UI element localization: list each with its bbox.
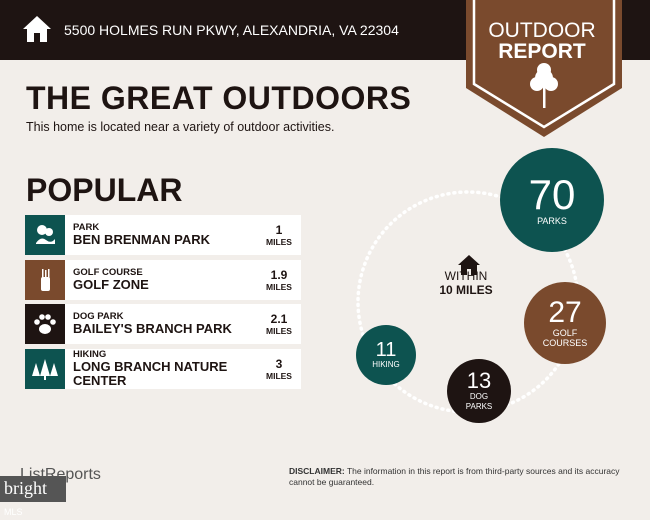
list-item[interactable]: DOG PARK BAILEY'S BRANCH PARK 2.1 MILES [25,304,301,344]
item-category: PARK [73,222,100,233]
page-subtitle: This home is located near a variety of o… [26,120,335,134]
house-icon [458,255,480,275]
disclaimer: DISCLAIMER: The information in this repo… [289,466,620,487]
paw-icon [25,304,65,344]
page-title: THE GREAT OUTDOORS [26,80,412,116]
within-label: WITHIN 10 MILES [439,269,493,297]
address: 5500 HOLMES RUN PKWY, ALEXANDRIA, VA 223… [64,22,399,38]
outdoor-report-badge [466,0,622,137]
tree-icon [530,63,558,108]
list-item[interactable]: PARK BEN BRENMAN PARK 1 MILES [25,215,301,255]
item-name: LONG BRANCH NATURE CENTER [73,359,228,388]
item-unit: MILES [266,236,292,247]
item-name: GOLF ZONE [73,277,149,292]
golf-bag-icon [25,260,65,300]
item-unit: MILES [266,370,292,381]
park-icon [25,215,65,255]
item-distance: 2.1 [270,311,288,326]
item-distance: 3 [275,356,283,371]
item-unit: MILES [266,281,292,292]
item-distance: 1 [275,222,283,237]
house-icon [23,16,51,42]
popular-heading: POPULAR [26,172,183,208]
hiking-count: 11 HIKING [356,325,416,385]
item-distance: 1.9 [270,267,288,282]
item-category: DOG PARK [73,311,124,322]
item-name: BEN BRENMAN PARK [73,232,210,247]
pine-trees-icon [25,349,65,389]
badge-title: OUTDOOR REPORT [488,19,596,63]
item-name: BAILEY'S BRANCH PARK [73,321,232,336]
parks-count: 70 PARKS [500,148,604,252]
item-category: GOLF COURSE [73,267,143,278]
item-category: HIKING [73,349,107,360]
list-item[interactable]: GOLF COURSE GOLF ZONE 1.9 MILES [25,260,301,300]
item-unit: MILES [266,325,292,336]
bright-mls-logo: bright MLS [0,476,66,517]
golf-courses-count: 27 GOLF COURSES [524,282,606,364]
dog-parks-count: 13 DOG PARKS [447,359,511,423]
list-item[interactable]: HIKING LONG BRANCH NATURE CENTER 3 MILES [25,349,301,389]
